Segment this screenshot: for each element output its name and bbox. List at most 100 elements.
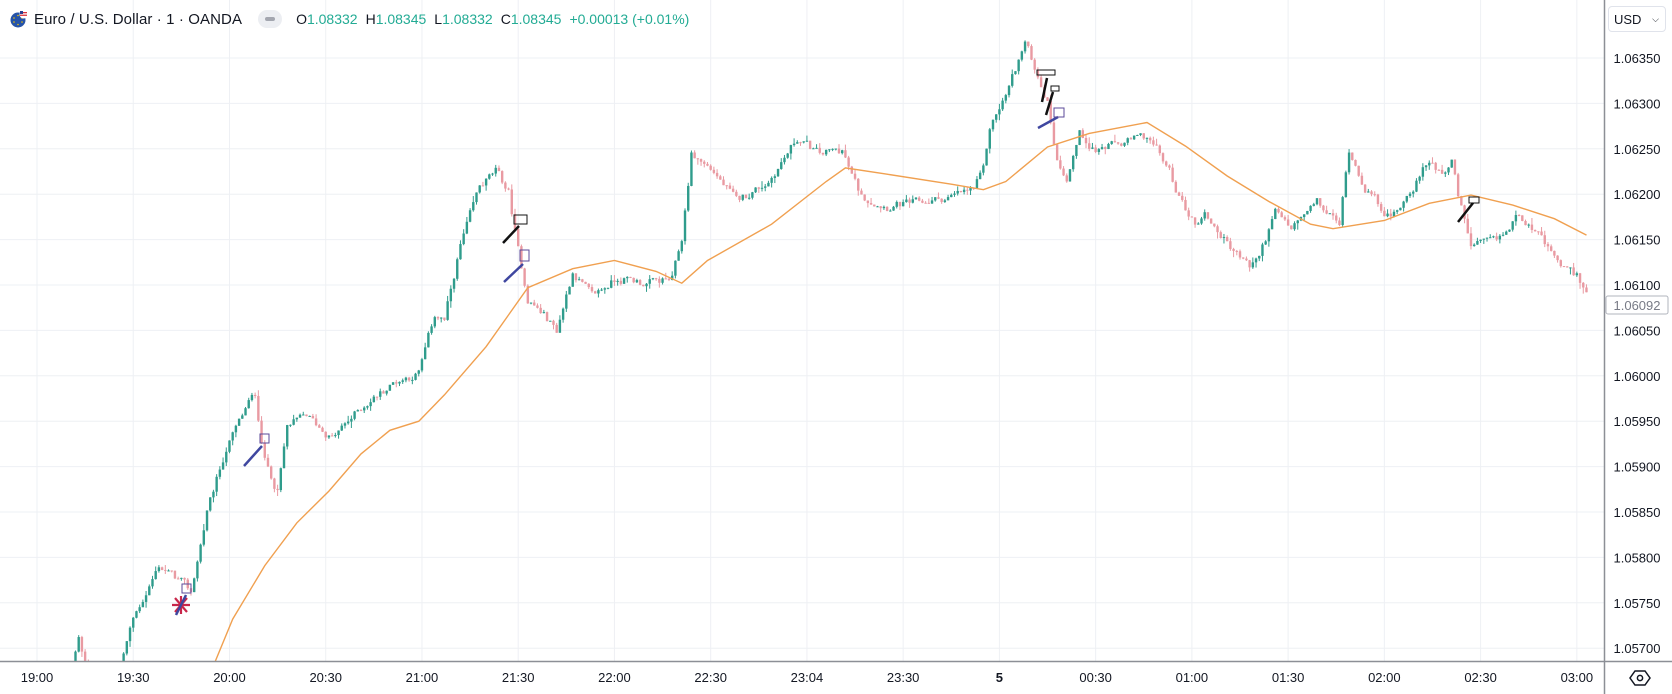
candle-body — [962, 189, 966, 192]
candle — [1431, 157, 1434, 164]
candle-body — [1088, 143, 1091, 149]
time-tick-label: 02:00 — [1368, 670, 1401, 685]
blue-arrow-marker[interactable] — [503, 263, 524, 283]
candle-body — [1039, 77, 1043, 88]
candle — [1184, 196, 1187, 211]
candle — [279, 467, 283, 493]
candle-body — [71, 666, 73, 667]
candle — [1197, 222, 1200, 225]
candle — [311, 413, 315, 419]
candle — [148, 584, 151, 596]
candle-body — [687, 185, 690, 211]
last-price-value: 1.06092 — [1614, 298, 1661, 313]
currency-select-button[interactable]: USD ⌵ — [1608, 6, 1666, 32]
candle-body — [1331, 213, 1335, 216]
black-arrow-marker[interactable] — [502, 225, 520, 244]
candle — [1549, 244, 1553, 252]
candle — [1142, 133, 1145, 140]
candle-body — [263, 442, 266, 458]
candle — [1270, 215, 1274, 230]
candle — [1479, 239, 1482, 243]
candle — [1444, 171, 1447, 177]
candle — [1168, 164, 1171, 171]
candle-body — [1232, 248, 1235, 251]
candle-body — [632, 277, 635, 283]
candle — [674, 260, 677, 279]
price-axis[interactable]: 1.06350 1.06300 1.06250 1.06200 1.06150 1.061… — [1614, 51, 1661, 656]
candle — [882, 205, 886, 210]
annotation-markers[interactable] — [172, 69, 1480, 616]
black-arrow-marker[interactable] — [1040, 77, 1049, 103]
blue-box-marker[interactable] — [1053, 107, 1065, 118]
black-box-marker[interactable] — [513, 214, 528, 225]
plot-area[interactable] — [71, 40, 1588, 694]
candle — [481, 181, 485, 187]
black-arrow-marker[interactable] — [1044, 91, 1055, 116]
candle — [1200, 216, 1203, 225]
candle-body — [80, 637, 84, 652]
candle — [462, 229, 465, 246]
candle — [918, 196, 921, 202]
collapse-legend-button[interactable] — [258, 10, 283, 28]
candle — [616, 278, 619, 286]
candle — [1023, 40, 1027, 54]
blue-box-marker[interactable] — [181, 583, 192, 594]
candle-body — [375, 396, 379, 398]
candle — [417, 369, 420, 377]
blue-box-marker[interactable] — [519, 249, 530, 262]
black-box-marker[interactable] — [1050, 85, 1060, 92]
candle-body — [433, 317, 436, 327]
candle-body — [1582, 282, 1585, 288]
candle-body — [786, 153, 789, 158]
candle-body — [837, 148, 841, 154]
candle — [818, 143, 821, 155]
symbol-title[interactable]: Euro / U.S. Dollar · 1 · OANDA — [34, 10, 243, 28]
candle — [629, 276, 632, 279]
candle — [725, 185, 728, 190]
black-box-marker[interactable] — [1468, 196, 1480, 204]
candle-body — [1238, 251, 1242, 258]
candle-body — [1283, 217, 1287, 220]
candle — [1225, 235, 1229, 242]
candles — [71, 40, 1588, 667]
price-tick-label: 1.06350 — [1614, 51, 1661, 66]
candle — [398, 381, 401, 387]
candle — [1027, 41, 1030, 48]
blue-arrow-marker[interactable] — [174, 594, 188, 616]
candle-body — [719, 176, 722, 180]
candle — [715, 169, 719, 179]
candle-body — [1325, 210, 1328, 214]
candle-body — [1075, 144, 1078, 156]
candle-body — [1460, 196, 1463, 206]
candle-body — [1402, 201, 1405, 208]
blue-arrow-marker[interactable] — [243, 445, 263, 467]
candle — [1312, 202, 1315, 207]
candle — [1081, 128, 1085, 139]
candle-body — [1222, 237, 1226, 239]
candle — [1296, 219, 1299, 230]
candle-body — [661, 278, 664, 283]
blue-box-marker[interactable] — [259, 433, 270, 444]
candle — [773, 174, 777, 184]
candle — [83, 649, 87, 661]
blue-arrow-marker[interactable] — [1037, 115, 1059, 130]
time-tick-label: 22:30 — [694, 670, 727, 685]
candle — [1011, 69, 1014, 88]
time-axis[interactable]: 19:00 19:30 20:00 20:30 21:00 21:30 22:00 22:30… — [21, 670, 1593, 685]
candle — [1437, 169, 1441, 171]
low-value: L1.08332 — [434, 11, 493, 27]
candle-body — [815, 147, 818, 149]
candle — [571, 272, 574, 287]
candle — [215, 474, 218, 497]
candle-body — [712, 169, 716, 173]
candle-body — [866, 200, 870, 204]
black-box-marker[interactable] — [1036, 69, 1056, 76]
black-arrow-marker[interactable] — [1457, 202, 1474, 223]
settings-hexagon-icon[interactable] — [1629, 667, 1651, 689]
candle — [962, 186, 966, 195]
candle-body — [478, 185, 481, 193]
candle — [796, 140, 799, 144]
time-tick-label: 01:30 — [1272, 670, 1305, 685]
candle — [789, 144, 793, 160]
